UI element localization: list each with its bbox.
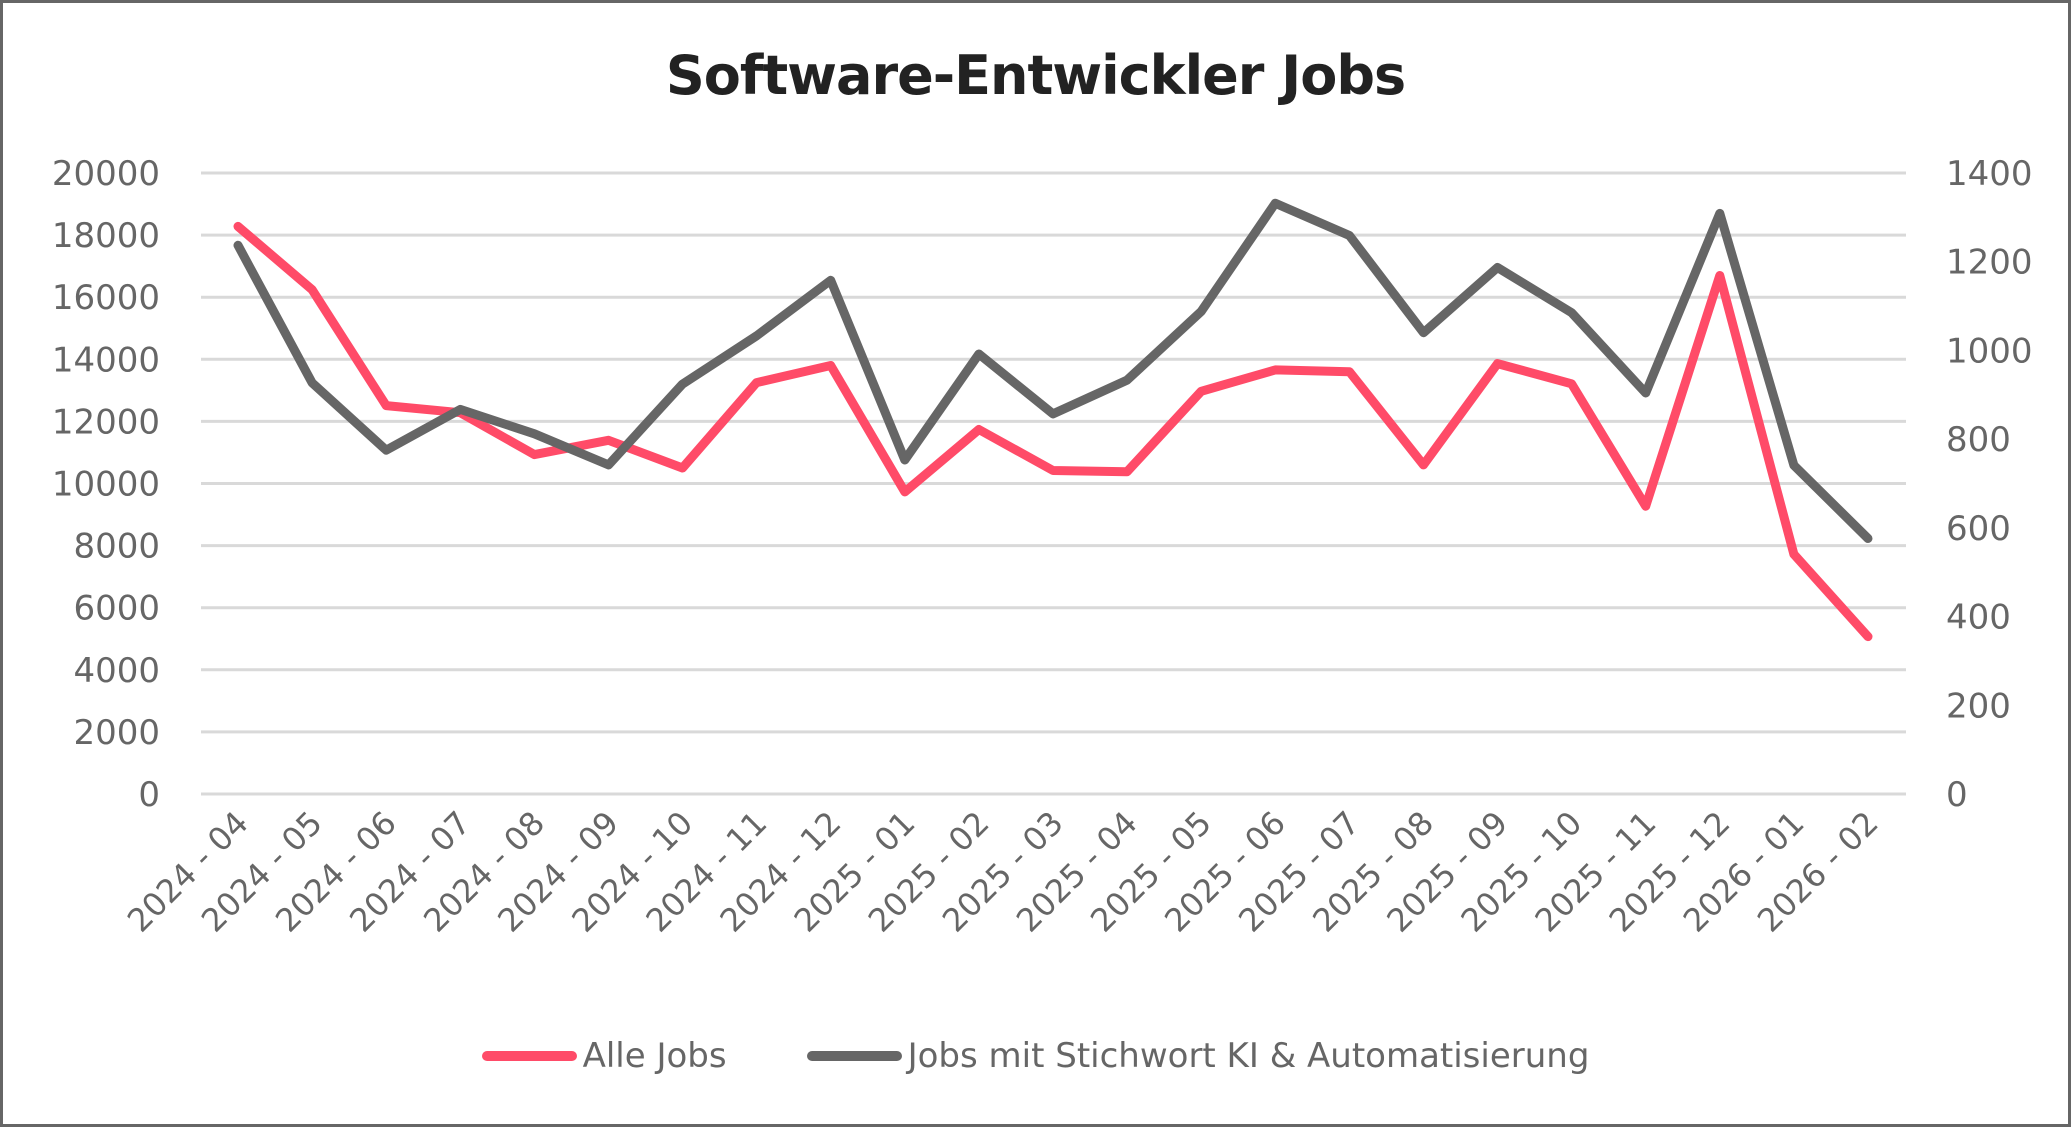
left-tick-label: 4000 [73, 651, 160, 691]
data-point [1867, 538, 1869, 540]
data-point [978, 353, 980, 355]
data-point [1571, 383, 1573, 385]
data-point [756, 382, 758, 384]
data-point [756, 335, 758, 337]
data-point [830, 365, 832, 367]
data-point [1052, 469, 1054, 471]
left-tick-label: 16000 [52, 278, 160, 318]
right-tick-label: 800 [1946, 420, 2011, 460]
data-point [1274, 202, 1276, 204]
data-point [237, 225, 239, 227]
right-tick-label: 1400 [1946, 154, 2033, 194]
left-y-axis: 0 2000 4000 6000 8000 10000 12000 14000 16000 180… [52, 154, 160, 815]
legend-label: Alle Jobs [582, 1036, 727, 1076]
data-point [1867, 636, 1869, 638]
series-line-ki-jobs [233, 198, 1873, 543]
data-point [1052, 413, 1054, 415]
data-point [1200, 390, 1202, 392]
data-point [978, 428, 980, 430]
left-tick-label: 18000 [52, 216, 160, 256]
data-point [682, 467, 684, 469]
right-tick-label: 600 [1946, 509, 2011, 549]
data-point [1422, 464, 1424, 466]
data-point [1497, 363, 1499, 365]
data-point [311, 289, 313, 291]
data-point [1645, 505, 1647, 507]
data-point [1126, 379, 1128, 381]
right-tick-label: 200 [1946, 686, 2011, 726]
left-tick-label: 10000 [52, 465, 160, 505]
data-point [311, 382, 313, 384]
data-point [1719, 274, 1721, 276]
data-point [385, 449, 387, 451]
left-tick-label: 0 [138, 775, 160, 815]
legend-label: Jobs mit Stichwort KI & Automatisierung [907, 1036, 1590, 1076]
data-point [533, 454, 535, 456]
data-point [1348, 235, 1350, 237]
right-tick-label: 400 [1946, 598, 2011, 638]
data-point [1793, 464, 1795, 466]
data-point [830, 279, 832, 281]
series-line-alle-jobs [233, 221, 1873, 642]
chart-title: Software-Entwickler Jobs [665, 44, 1406, 107]
legend: Alle Jobs Jobs mit Stichwort KI & Automa… [0, 1036, 2071, 1076]
right-tick-label: 0 [1946, 775, 1968, 815]
left-tick-label: 2000 [73, 713, 160, 753]
legend-swatch-ki-jobs [806, 1051, 902, 1061]
data-point [1274, 369, 1276, 371]
left-tick-label: 12000 [52, 402, 160, 442]
left-tick-label: 14000 [52, 340, 160, 380]
legend-item-ki-jobs[interactable]: Jobs mit Stichwort KI & Automatisierung [806, 1036, 1590, 1076]
data-point [904, 491, 906, 493]
legend-item-alle-jobs[interactable]: Alle Jobs [481, 1036, 727, 1076]
data-point [237, 244, 239, 246]
right-y-axis: 0 200 400 600 800 1000 1200 1400 [1946, 154, 2033, 815]
right-tick-label: 1000 [1946, 331, 2033, 371]
data-point [1645, 392, 1647, 394]
series-layer [233, 198, 1873, 642]
data-point [459, 408, 461, 410]
left-tick-label: 20000 [52, 154, 160, 194]
data-point [607, 464, 609, 466]
right-tick-label: 1200 [1946, 243, 2033, 283]
data-point [1571, 312, 1573, 314]
data-point [1497, 266, 1499, 268]
data-point [1126, 471, 1128, 473]
data-point [1793, 553, 1795, 555]
legend-swatch-alle-jobs [481, 1051, 577, 1061]
data-point [1719, 212, 1721, 214]
left-tick-label: 6000 [73, 589, 160, 629]
data-point [385, 405, 387, 407]
data-point [1348, 371, 1350, 373]
data-point [533, 433, 535, 435]
data-point [904, 459, 906, 461]
left-tick-label: 8000 [73, 527, 160, 567]
data-point [1422, 332, 1424, 334]
data-point [1200, 310, 1202, 312]
data-point [682, 383, 684, 385]
data-point [607, 439, 609, 441]
